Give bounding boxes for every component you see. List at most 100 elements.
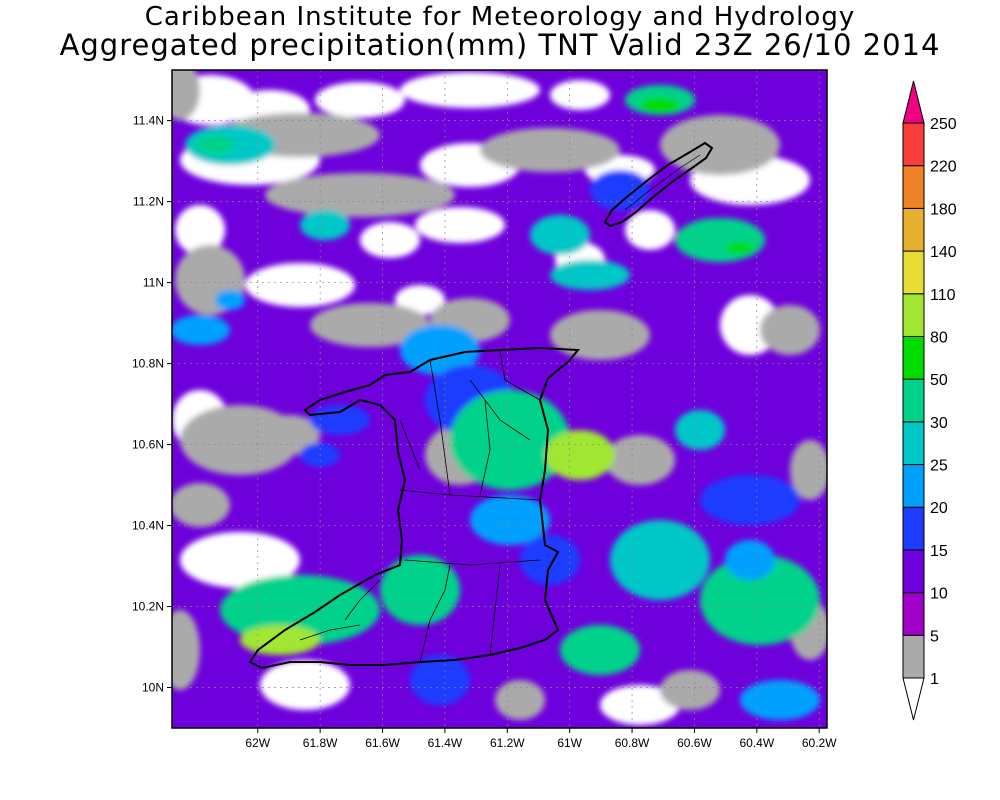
x-tick-label: 60.2W	[802, 736, 837, 750]
precip-area	[380, 555, 460, 625]
precip-area	[560, 625, 640, 675]
precip-area	[415, 207, 505, 243]
precip-area	[245, 263, 355, 307]
precip-area	[675, 410, 725, 450]
x-tick-label: 61.2W	[490, 736, 525, 750]
precip-area	[450, 390, 570, 490]
precip-area	[195, 135, 235, 155]
x-tick-label: 60.4W	[739, 736, 774, 750]
colorbar-segment	[902, 165, 925, 209]
colorbar-label: 25	[930, 458, 948, 475]
precip-area	[550, 260, 630, 290]
colorbar-label: 30	[930, 415, 948, 432]
precip-area	[310, 405, 370, 435]
precip-area	[172, 315, 230, 345]
x-tick-label: 62W	[245, 736, 270, 750]
precip-area	[265, 173, 455, 217]
colorbar-segment	[902, 207, 925, 252]
precip-area	[725, 242, 755, 254]
precip-area	[310, 303, 430, 347]
colorbar-label: 110	[930, 287, 956, 304]
colorbar-segment	[902, 378, 925, 423]
precip-area	[480, 128, 620, 172]
precip-area	[660, 115, 780, 175]
colorbar-segment	[902, 122, 925, 167]
precip-area	[172, 610, 200, 690]
x-tick-label: 60.6W	[677, 736, 712, 750]
precip-area	[700, 555, 820, 645]
precip-area	[590, 170, 650, 210]
precip-area	[725, 540, 775, 580]
colorbar-label: 220	[930, 159, 957, 176]
tobago-internal-boundaries	[624, 154, 701, 211]
precipitation-map: 62W 61.8W 61.6W 61.4W 61.2W 61W 60.8W 60.6W 60.4…	[132, 69, 837, 750]
precip-area	[215, 290, 245, 310]
precip-area	[740, 680, 820, 720]
colorbar-label: 140	[930, 244, 957, 261]
colorbar-label: 10	[930, 586, 948, 603]
tobago-outline	[603, 141, 714, 228]
precip-area	[545, 430, 615, 480]
precip-area	[172, 70, 200, 120]
map-frame	[171, 69, 828, 729]
y-tick-label: 10N	[142, 681, 164, 695]
precip-area	[470, 495, 550, 545]
precip-area	[410, 655, 470, 705]
precip-area	[400, 72, 540, 108]
x-tick-label: 61.4W	[428, 736, 463, 750]
precip-area	[760, 305, 820, 355]
colorbar-segment	[902, 293, 925, 337]
longitude-axis: 62W 61.8W 61.6W 61.4W 61.2W 61W 60.8W 60.6W 60.4…	[245, 728, 837, 750]
colorbar-label: 1	[930, 671, 939, 688]
x-tick-label: 61.8W	[303, 736, 338, 750]
precip-area	[605, 435, 675, 485]
colorbar-label: 5	[930, 628, 939, 645]
precip-area	[790, 440, 827, 500]
precip-area	[550, 310, 650, 360]
y-tick-label: 11N	[143, 276, 164, 290]
y-tick-label: 10.8N	[132, 357, 164, 371]
y-tick-label: 11.4N	[133, 114, 164, 128]
precip-area	[240, 625, 320, 655]
precip-area	[172, 483, 230, 527]
precip-area	[300, 210, 350, 240]
y-tick-label: 10.6N	[132, 438, 164, 452]
precip-area	[175, 205, 225, 255]
colorbar-segment	[902, 592, 925, 636]
precip-area	[260, 415, 320, 455]
colorbar-segment	[902, 421, 925, 466]
colorbar-label: 250	[930, 116, 957, 133]
colorbar-segment	[902, 335, 925, 380]
title-line-1: Caribbean Institute for Meteorology and …	[144, 2, 856, 32]
colorbar-segment	[902, 464, 925, 508]
title-line-2: Aggregated precipitation(mm) TNT Valid 2…	[59, 28, 941, 62]
precip-area	[260, 660, 350, 710]
precip-area	[640, 97, 680, 113]
precip-area	[700, 475, 800, 525]
colorbar-label: 15	[930, 543, 948, 560]
colorbar-segment	[902, 506, 925, 551]
precip-area	[550, 80, 610, 110]
colorbar-segment	[902, 250, 925, 295]
precip-area	[180, 532, 300, 588]
trinidad-internal-boundaries	[299, 349, 541, 663]
x-tick-label: 61W	[557, 736, 582, 750]
colorbar-label: 80	[930, 329, 948, 346]
precip-area	[600, 685, 680, 725]
y-tick-label: 10.2N	[132, 600, 164, 614]
precip-area	[520, 535, 580, 585]
colorbar-segment	[902, 634, 925, 679]
precip-area	[675, 218, 765, 262]
colorbar-under-triangle	[902, 677, 925, 721]
x-tick-label: 60.8W	[615, 736, 650, 750]
colorbar-over-triangle	[902, 80, 925, 124]
colorbar-segment	[902, 549, 925, 594]
precip-area	[395, 285, 445, 315]
colorbar-label: 20	[930, 500, 948, 517]
colorbar-label: 180	[930, 201, 957, 218]
precip-area	[530, 215, 590, 255]
precip-area	[360, 222, 420, 258]
precip-area	[610, 520, 710, 600]
